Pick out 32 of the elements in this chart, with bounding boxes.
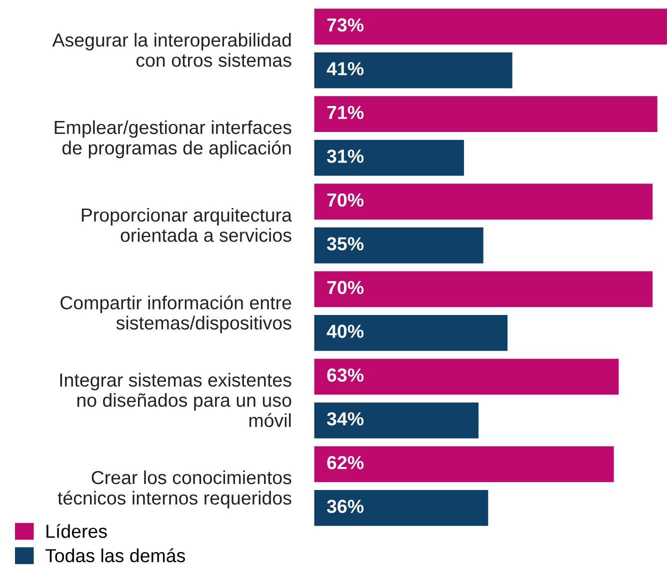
y-tick-label: Crear los conocimientos técnicos internos requeridos xyxy=(58,470,292,508)
data-label: 71% xyxy=(327,106,364,120)
bar xyxy=(314,358,619,395)
bar xyxy=(314,402,478,438)
bar xyxy=(314,314,508,351)
legend-label: Líderes xyxy=(46,524,107,538)
data-label: 41% xyxy=(326,62,364,76)
bar xyxy=(314,446,614,482)
y-tick-label: Proporcionar arquitectura orientada a servicios xyxy=(82,208,292,242)
bar xyxy=(314,8,667,44)
y-tick-label: Emplear/gestionar interfaces de programas de aplicación xyxy=(54,120,292,158)
data-label: 63% xyxy=(327,368,364,382)
legend-label: Todas las demás xyxy=(45,548,186,562)
data-label: 35% xyxy=(326,237,364,250)
data-label: 62% xyxy=(327,456,364,470)
data-label: 40% xyxy=(326,324,364,338)
data-label: 31% xyxy=(326,150,364,163)
bar xyxy=(314,490,488,526)
bar xyxy=(314,184,652,220)
bar xyxy=(314,140,464,176)
data-label: 34% xyxy=(326,412,364,426)
bar xyxy=(314,271,652,308)
y-tick-label: Asegurar la interoperabilidad con otros sistemas xyxy=(52,32,292,67)
data-label: 70% xyxy=(327,193,364,207)
data-label: 73% xyxy=(327,18,364,32)
y-tick-label: Integrar sistemas existentes no diseñados para un uso móvil xyxy=(60,372,292,428)
bar xyxy=(314,96,658,132)
y-tick-label: Compartir información entre sistemas/dispositivos xyxy=(60,295,292,334)
data-label: 70% xyxy=(327,280,364,294)
bar xyxy=(314,52,512,88)
data-label: 36% xyxy=(326,500,364,514)
bar xyxy=(314,227,484,264)
